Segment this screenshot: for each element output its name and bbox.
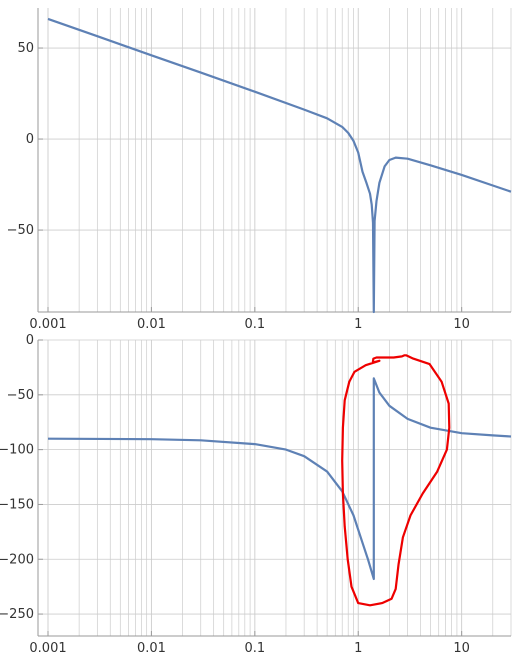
magnitude-panel: 50 0 −50 0.001 0.01 0.1 1 10	[7, 8, 512, 332]
y-tick-label: −50	[7, 388, 34, 403]
y-tick-label: −50	[7, 223, 34, 238]
x-tick-label: 0.01	[137, 317, 166, 332]
series-line	[47, 377, 512, 581]
x-tick-label: 0.1	[244, 641, 265, 656]
y-tick-label: −150	[0, 497, 34, 512]
y-tick-label: 0	[26, 132, 34, 147]
y-tick-label: 50	[17, 41, 34, 56]
x-tick-label: 0.001	[29, 641, 66, 656]
x-tick-label: 10	[453, 317, 470, 332]
y-tick-label: −250	[0, 607, 34, 622]
y-tick-label: −100	[0, 443, 34, 458]
x-tick-label: 0.01	[137, 641, 166, 656]
series-line	[47, 17, 512, 314]
phase-panel: 0 −50 −100 −150 −200 −250 0.001 0.01 0.1 1 10	[0, 333, 512, 656]
y-tick-label: −200	[0, 552, 34, 567]
x-tick-label: 1	[354, 317, 362, 332]
annotation-loop	[341, 354, 451, 607]
x-tick-label: 1	[354, 641, 362, 656]
x-tick-label: 0.001	[29, 317, 66, 332]
x-tick-label: 10	[453, 641, 470, 656]
x-tick-label: 0.1	[244, 317, 265, 332]
y-tick-label: 0	[26, 333, 34, 348]
